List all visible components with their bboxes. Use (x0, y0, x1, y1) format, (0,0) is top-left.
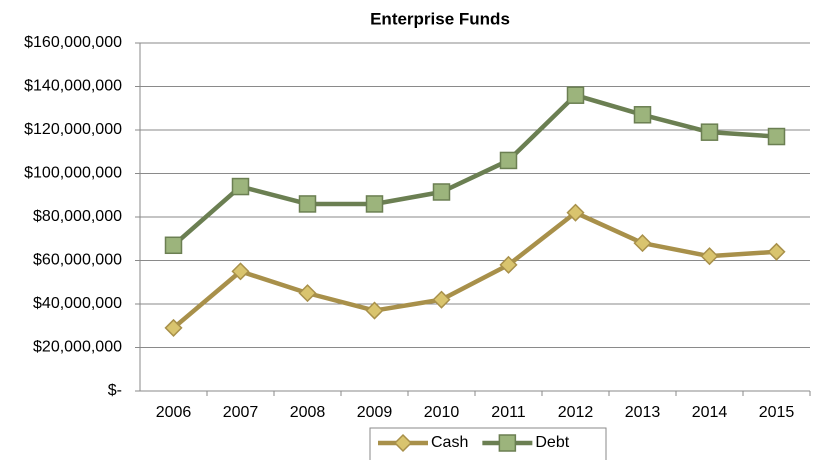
x-tick-label: 2015 (759, 404, 795, 421)
point (365, 195, 384, 213)
point (633, 106, 652, 124)
point (566, 203, 585, 222)
series-line (172, 92, 777, 247)
point (365, 301, 384, 320)
x-tick-label: 2007 (223, 404, 259, 421)
point (700, 123, 719, 141)
x-tick-label: 2010 (424, 404, 460, 421)
point (298, 195, 317, 213)
y-tick-label: $40,000,000 (33, 295, 122, 312)
y-tick-label: $120,000,000 (24, 121, 122, 138)
y-tick-label: $20,000,000 (33, 339, 122, 356)
point (231, 177, 250, 196)
x-tick-label: 2014 (692, 404, 728, 421)
x-tick-label: 2006 (156, 404, 192, 421)
point (164, 236, 183, 255)
series-line (172, 210, 777, 330)
legend-marker (393, 433, 413, 453)
point (432, 290, 451, 309)
x-tick-label: 2011 (491, 404, 526, 421)
x-tick-label: 2012 (558, 404, 594, 421)
point (767, 242, 786, 261)
point (499, 255, 518, 274)
point (432, 183, 451, 201)
point (633, 234, 652, 253)
x-tick-label: 2008 (290, 404, 326, 421)
chart-title: Enterprise Funds (370, 9, 510, 28)
y-tick-label: $60,000,000 (33, 252, 122, 269)
point (499, 151, 518, 170)
y-tick-label: $80,000,000 (33, 208, 122, 225)
legend-label: Cash (431, 434, 468, 451)
y-tick-label: $160,000,000 (24, 34, 122, 51)
point (164, 318, 183, 337)
point (700, 247, 719, 266)
point (767, 127, 786, 146)
legend-marker (498, 434, 517, 452)
y-tick-label: $140,000,000 (24, 78, 122, 95)
legend-label: Debt (535, 434, 569, 451)
y-tick-label: $- (108, 382, 122, 399)
y-tick-label: $100,000,000 (24, 165, 122, 182)
point (231, 262, 250, 281)
point (298, 284, 317, 303)
x-tick-label: 2009 (357, 404, 393, 421)
x-tick-label: 2013 (625, 404, 661, 421)
point (566, 86, 585, 104)
